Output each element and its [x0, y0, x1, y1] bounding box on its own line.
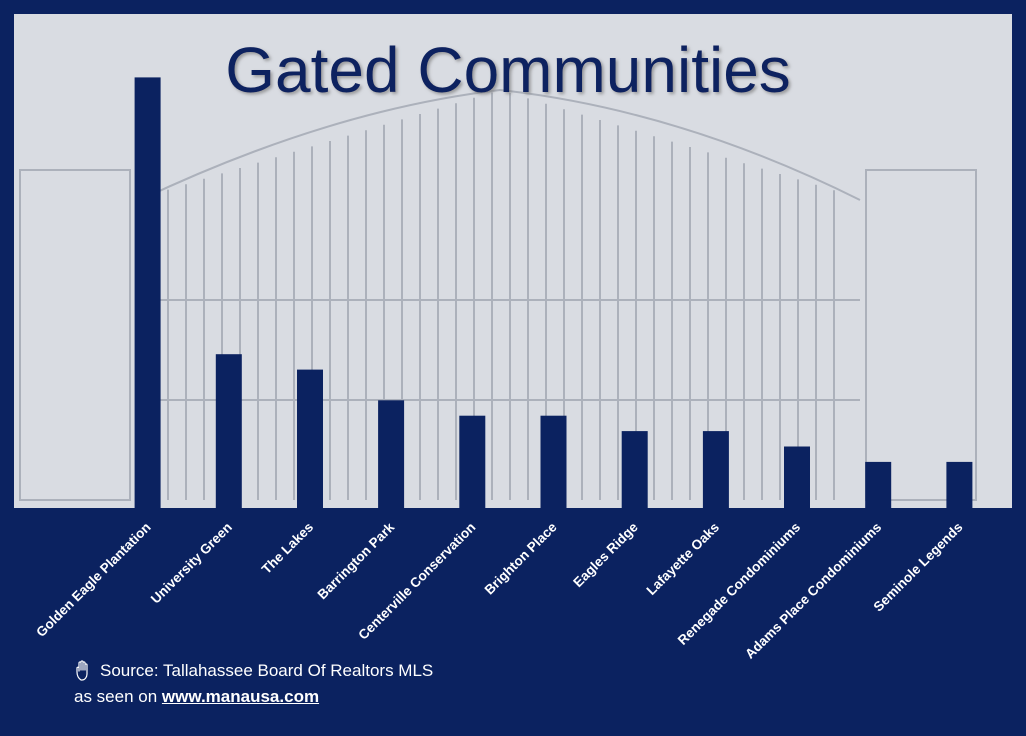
bar-5	[459, 415, 486, 508]
plot-area	[14, 14, 1012, 508]
seen-on-line: as seen on www.manausa.com	[74, 684, 433, 710]
bar-8	[702, 431, 729, 508]
category-label: Eagles Ridge	[570, 519, 641, 590]
hand-pointing-icon	[74, 660, 94, 682]
seen-on-prefix: as seen on	[74, 687, 158, 706]
source-text: Source: Tallahassee Board Of Realtors ML…	[100, 661, 434, 680]
bar-6	[540, 415, 567, 508]
chart-title: Gated Communities	[225, 34, 791, 106]
bar-3	[297, 369, 323, 508]
bar-7	[621, 431, 648, 508]
bar-10	[865, 461, 892, 508]
category-label: Adams Place Condominiums	[742, 520, 884, 662]
website-link[interactable]: www.manausa.com	[161, 687, 320, 706]
category-label: University Green	[148, 520, 235, 607]
bar-1	[134, 77, 161, 509]
bar-9	[784, 446, 810, 508]
bars-group	[134, 77, 973, 509]
category-label: Seminole Legends	[871, 520, 966, 615]
bar-4	[378, 400, 405, 508]
bar-2	[215, 354, 242, 508]
category-label: Golden Eagle Plantation	[33, 520, 153, 640]
source-block: Source: Tallahassee Board Of Realtors ML…	[74, 658, 433, 710]
category-label: Barrington Park	[314, 519, 397, 602]
bar-11	[946, 461, 973, 508]
category-label: Lafayette Oaks	[643, 520, 722, 599]
source-line: Source: Tallahassee Board Of Realtors ML…	[74, 658, 433, 684]
category-label: Brighton Place	[482, 519, 560, 597]
category-label: The Lakes	[259, 520, 316, 577]
